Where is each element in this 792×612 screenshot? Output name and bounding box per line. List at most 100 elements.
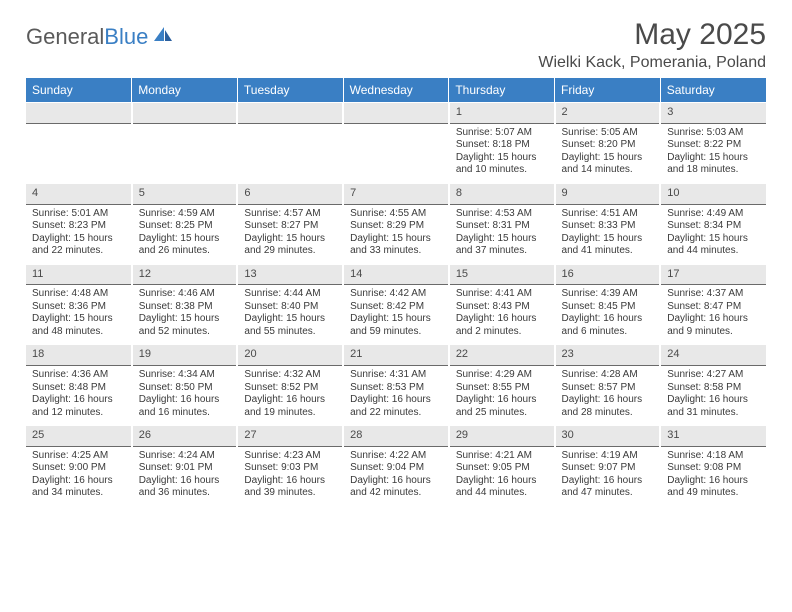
day-info: Sunrise: 4:36 AMSunset: 8:48 PMDaylight:…	[26, 366, 131, 425]
calendar-cell: 13Sunrise: 4:44 AMSunset: 8:40 PMDayligh…	[237, 264, 343, 345]
sunset-text: Sunset: 8:57 PM	[562, 382, 654, 395]
day-number: 11	[26, 265, 131, 286]
day-info: Sunrise: 4:28 AMSunset: 8:57 PMDaylight:…	[556, 366, 660, 425]
calendar-cell: 11Sunrise: 4:48 AMSunset: 8:36 PMDayligh…	[26, 264, 132, 345]
sunset-text: Sunset: 8:52 PM	[244, 382, 336, 395]
sunset-text: Sunset: 8:34 PM	[667, 220, 760, 233]
logo: GeneralBlue	[26, 18, 174, 50]
calendar-body: 1Sunrise: 5:07 AMSunset: 8:18 PMDaylight…	[26, 103, 766, 506]
sunrise-text: Sunrise: 4:53 AM	[456, 208, 548, 221]
day-info: Sunrise: 4:25 AMSunset: 9:00 PMDaylight:…	[26, 447, 131, 506]
daylight-text: Daylight: 16 hours and 16 minutes.	[139, 394, 231, 419]
sunrise-text: Sunrise: 4:44 AM	[244, 288, 336, 301]
sunset-text: Sunset: 8:42 PM	[350, 301, 442, 314]
daylight-text: Daylight: 15 hours and 22 minutes.	[32, 233, 125, 258]
sunrise-text: Sunrise: 4:48 AM	[32, 288, 125, 301]
calendar-cell: 15Sunrise: 4:41 AMSunset: 8:43 PMDayligh…	[449, 264, 555, 345]
day-info: Sunrise: 4:42 AMSunset: 8:42 PMDaylight:…	[344, 285, 448, 344]
calendar-cell: 7Sunrise: 4:55 AMSunset: 8:29 PMDaylight…	[343, 183, 449, 264]
sunset-text: Sunset: 8:23 PM	[32, 220, 125, 233]
day-number: 7	[344, 184, 448, 205]
day-number: 14	[344, 265, 448, 286]
day-number: 22	[450, 345, 554, 366]
day-info: Sunrise: 4:19 AMSunset: 9:07 PMDaylight:…	[556, 447, 660, 506]
sunrise-text: Sunrise: 4:39 AM	[562, 288, 654, 301]
daylight-text: Daylight: 16 hours and 25 minutes.	[456, 394, 548, 419]
day-info: Sunrise: 5:03 AMSunset: 8:22 PMDaylight:…	[661, 124, 766, 183]
sunset-text: Sunset: 9:05 PM	[456, 462, 548, 475]
daylight-text: Daylight: 16 hours and 49 minutes.	[667, 475, 760, 500]
calendar-cell: 30Sunrise: 4:19 AMSunset: 9:07 PMDayligh…	[555, 426, 661, 506]
day-number: 8	[450, 184, 554, 205]
sunset-text: Sunset: 9:08 PM	[667, 462, 760, 475]
sunrise-text: Sunrise: 4:42 AM	[350, 288, 442, 301]
sunrise-text: Sunrise: 4:57 AM	[244, 208, 336, 221]
day-info: Sunrise: 4:24 AMSunset: 9:01 PMDaylight:…	[133, 447, 237, 506]
sunrise-text: Sunrise: 4:19 AM	[562, 450, 654, 463]
day-number: 23	[556, 345, 660, 366]
daylight-text: Daylight: 16 hours and 36 minutes.	[139, 475, 231, 500]
day-number: 20	[238, 345, 342, 366]
sunset-text: Sunset: 9:03 PM	[244, 462, 336, 475]
day-info: Sunrise: 4:55 AMSunset: 8:29 PMDaylight:…	[344, 205, 448, 264]
day-header-sunday: Sunday	[26, 78, 132, 103]
sunset-text: Sunset: 8:29 PM	[350, 220, 442, 233]
day-number: 10	[661, 184, 766, 205]
day-number-empty	[238, 103, 342, 124]
day-info: Sunrise: 4:29 AMSunset: 8:55 PMDaylight:…	[450, 366, 554, 425]
day-header-wednesday: Wednesday	[343, 78, 449, 103]
sunset-text: Sunset: 8:25 PM	[139, 220, 231, 233]
sunrise-text: Sunrise: 4:24 AM	[139, 450, 231, 463]
day-header-thursday: Thursday	[449, 78, 555, 103]
sunrise-text: Sunrise: 4:23 AM	[244, 450, 336, 463]
calendar-cell: 23Sunrise: 4:28 AMSunset: 8:57 PMDayligh…	[555, 345, 661, 426]
logo-part2: Blue	[104, 24, 148, 49]
daylight-text: Daylight: 16 hours and 39 minutes.	[244, 475, 336, 500]
daylight-text: Daylight: 15 hours and 14 minutes.	[562, 152, 654, 177]
daylight-text: Daylight: 16 hours and 19 minutes.	[244, 394, 336, 419]
daylight-text: Daylight: 15 hours and 29 minutes.	[244, 233, 336, 258]
day-number: 19	[133, 345, 237, 366]
day-number: 4	[26, 184, 131, 205]
daylight-text: Daylight: 15 hours and 52 minutes.	[139, 313, 231, 338]
sunset-text: Sunset: 8:53 PM	[350, 382, 442, 395]
sunrise-text: Sunrise: 4:34 AM	[139, 369, 231, 382]
sunset-text: Sunset: 8:33 PM	[562, 220, 654, 233]
calendar-row: 1Sunrise: 5:07 AMSunset: 8:18 PMDaylight…	[26, 103, 766, 184]
calendar-cell: 4Sunrise: 5:01 AMSunset: 8:23 PMDaylight…	[26, 183, 132, 264]
calendar-row: 4Sunrise: 5:01 AMSunset: 8:23 PMDaylight…	[26, 183, 766, 264]
calendar-cell: 3Sunrise: 5:03 AMSunset: 8:22 PMDaylight…	[660, 103, 766, 184]
day-number: 5	[133, 184, 237, 205]
daylight-text: Daylight: 15 hours and 10 minutes.	[456, 152, 548, 177]
day-info: Sunrise: 4:21 AMSunset: 9:05 PMDaylight:…	[450, 447, 554, 506]
daylight-text: Daylight: 15 hours and 33 minutes.	[350, 233, 442, 258]
day-number: 13	[238, 265, 342, 286]
day-info: Sunrise: 4:57 AMSunset: 8:27 PMDaylight:…	[238, 205, 342, 264]
sunrise-text: Sunrise: 4:28 AM	[562, 369, 654, 382]
day-info: Sunrise: 4:46 AMSunset: 8:38 PMDaylight:…	[133, 285, 237, 344]
calendar-cell: 24Sunrise: 4:27 AMSunset: 8:58 PMDayligh…	[660, 345, 766, 426]
day-info: Sunrise: 5:07 AMSunset: 8:18 PMDaylight:…	[450, 124, 554, 183]
calendar-cell: 2Sunrise: 5:05 AMSunset: 8:20 PMDaylight…	[555, 103, 661, 184]
sunset-text: Sunset: 8:50 PM	[139, 382, 231, 395]
sunset-text: Sunset: 8:18 PM	[456, 139, 548, 152]
day-info: Sunrise: 4:49 AMSunset: 8:34 PMDaylight:…	[661, 205, 766, 264]
sunrise-text: Sunrise: 4:25 AM	[32, 450, 125, 463]
day-info: Sunrise: 4:41 AMSunset: 8:43 PMDaylight:…	[450, 285, 554, 344]
daylight-text: Daylight: 16 hours and 9 minutes.	[667, 313, 760, 338]
sunset-text: Sunset: 8:43 PM	[456, 301, 548, 314]
calendar-cell: 31Sunrise: 4:18 AMSunset: 9:08 PMDayligh…	[660, 426, 766, 506]
calendar-cell: 16Sunrise: 4:39 AMSunset: 8:45 PMDayligh…	[555, 264, 661, 345]
sail-icon	[152, 25, 174, 50]
calendar-cell: 14Sunrise: 4:42 AMSunset: 8:42 PMDayligh…	[343, 264, 449, 345]
sunset-text: Sunset: 8:22 PM	[667, 139, 760, 152]
calendar-cell: 25Sunrise: 4:25 AMSunset: 9:00 PMDayligh…	[26, 426, 132, 506]
sunset-text: Sunset: 8:31 PM	[456, 220, 548, 233]
calendar-cell: 6Sunrise: 4:57 AMSunset: 8:27 PMDaylight…	[237, 183, 343, 264]
sunset-text: Sunset: 9:07 PM	[562, 462, 654, 475]
calendar-cell: 18Sunrise: 4:36 AMSunset: 8:48 PMDayligh…	[26, 345, 132, 426]
day-header-tuesday: Tuesday	[237, 78, 343, 103]
daylight-text: Daylight: 16 hours and 6 minutes.	[562, 313, 654, 338]
sunrise-text: Sunrise: 4:36 AM	[32, 369, 125, 382]
day-number: 1	[450, 103, 554, 124]
